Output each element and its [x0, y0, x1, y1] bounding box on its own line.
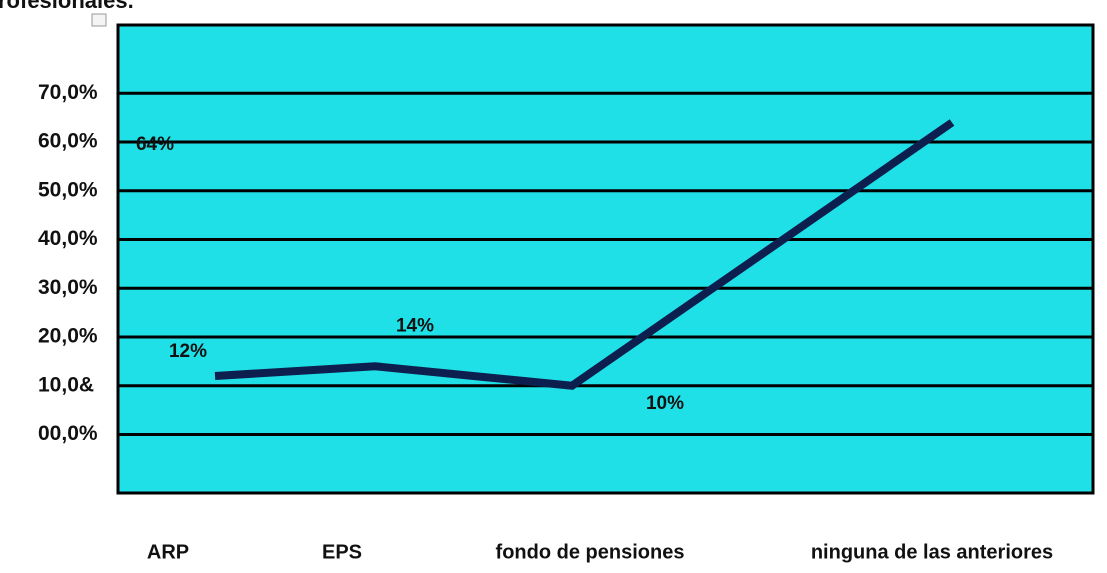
- y-tick-label: 10,0&: [38, 373, 94, 396]
- y-tick-label: 60,0%: [38, 130, 98, 153]
- chart-title: rofesionales.: [0, 0, 134, 13]
- x-tick-label: fondo de pensiones: [496, 541, 685, 563]
- data-label: 14%: [396, 315, 434, 336]
- y-tick-label: 50,0%: [38, 178, 98, 201]
- y-tick-label: 70,0%: [38, 81, 98, 104]
- y-tick-label: 40,0%: [38, 227, 98, 250]
- plot-area: [116, 23, 1095, 495]
- data-label: 10%: [646, 393, 684, 414]
- move-handle: [91, 13, 107, 27]
- x-tick-label: EPS: [322, 541, 362, 563]
- data-label: 64%: [136, 134, 174, 155]
- y-tick-label: 30,0%: [38, 276, 98, 299]
- data-line: [214, 119, 955, 390]
- y-tick-label: 20,0%: [38, 325, 98, 348]
- y-tick-label: 00,0%: [38, 422, 98, 445]
- x-tick-label: ninguna de las anteriores: [811, 541, 1053, 563]
- data-label: 12%: [169, 341, 207, 362]
- x-tick-label: ARP: [147, 541, 189, 563]
